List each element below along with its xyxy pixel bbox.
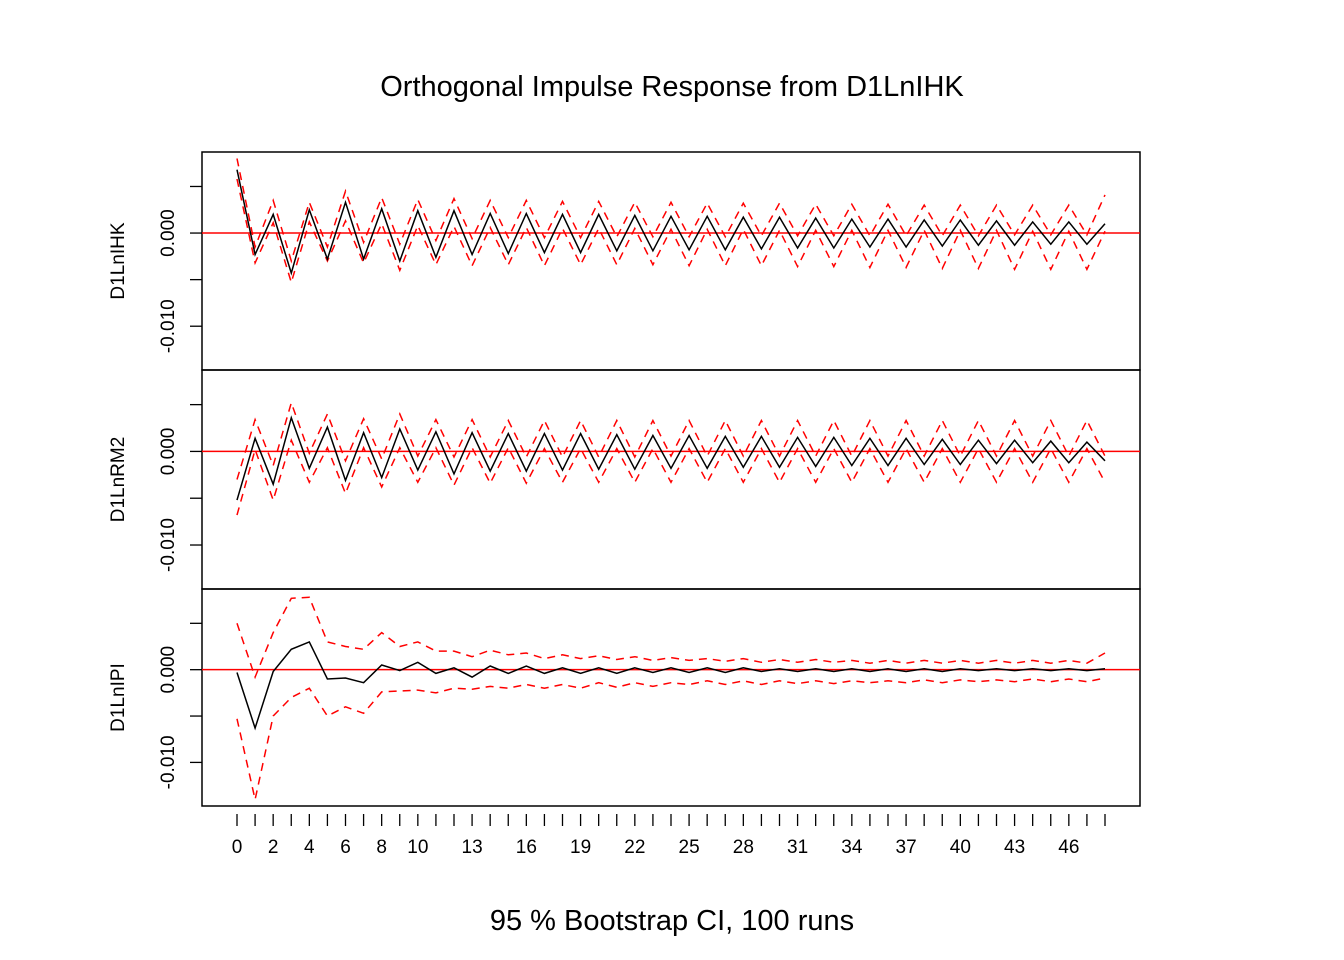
x-tick-label: 37 [896,837,917,858]
x-tick-label: 25 [679,837,700,858]
x-tick-label: 13 [462,837,483,858]
ci-upper-line [236,400,1106,480]
x-tick-label: 22 [624,837,645,858]
y-tick-label: -0.010 [158,518,179,572]
response-line [236,640,1106,731]
panel-d1lnrm2: -0.010 0.000 D1LnRM2 [108,369,1141,590]
x-tick-label: 43 [1004,837,1025,858]
y-axis-label: D1LnRM2 [108,437,129,523]
ci-upper-line [236,596,1106,680]
ci-lower-line [236,677,1106,800]
panel-frame [201,588,1141,807]
x-tick-label: 46 [1058,837,1079,858]
y-tick-label: -0.010 [158,735,179,789]
ci-lower-line [236,178,1106,286]
panel-frame [201,369,1141,590]
x-tick-label: 19 [570,837,591,858]
y-tick-label: 0.000 [158,209,179,257]
y-tick-label: -0.010 [158,299,179,353]
chart-title: Orthogonal Impulse Response from D1LnIHK [380,71,964,103]
x-tick-label: 34 [841,837,863,858]
panel-d1lnihk: -0.010 0.000 D1LnIHK [108,151,1141,371]
x-tick-label: 6 [340,837,351,858]
y-axis-label: D1LnIPI [108,663,129,732]
x-tick-label: 0 [232,837,243,858]
y-axis-label: D1LnIHK [108,222,129,299]
panel-frame [201,151,1141,371]
x-tick-label: 16 [516,837,537,858]
y-tick-label: 0.000 [158,646,179,694]
x-tick-label: 40 [950,837,971,858]
x-tick-label: 4 [304,837,315,858]
x-tick-label: 2 [268,837,279,858]
x-tick-label: 28 [733,837,754,858]
panels-layer: -0.0100.000D1LnIHK-0.0100.000D1LnRM2-0.0… [108,151,1141,807]
y-tick-label: 0.000 [158,428,179,476]
chart-subtitle: 95 % Bootstrap CI, 100 runs [490,905,854,937]
x-tick-label: 31 [787,837,808,858]
response-line [236,169,1106,276]
x-tick-label: 10 [407,837,428,858]
x-tick-label: 8 [376,837,387,858]
response-line [236,415,1106,501]
panel-d1lnipi: -0.010 0.000 D1LnIPI [108,588,1141,807]
ci-upper-line [236,158,1106,264]
x-axis: 0 2 4 6 8 10 13 16 19 22 25 28 31 34 37 40 43 46 [232,814,1106,858]
ci-lower-line [236,438,1106,516]
